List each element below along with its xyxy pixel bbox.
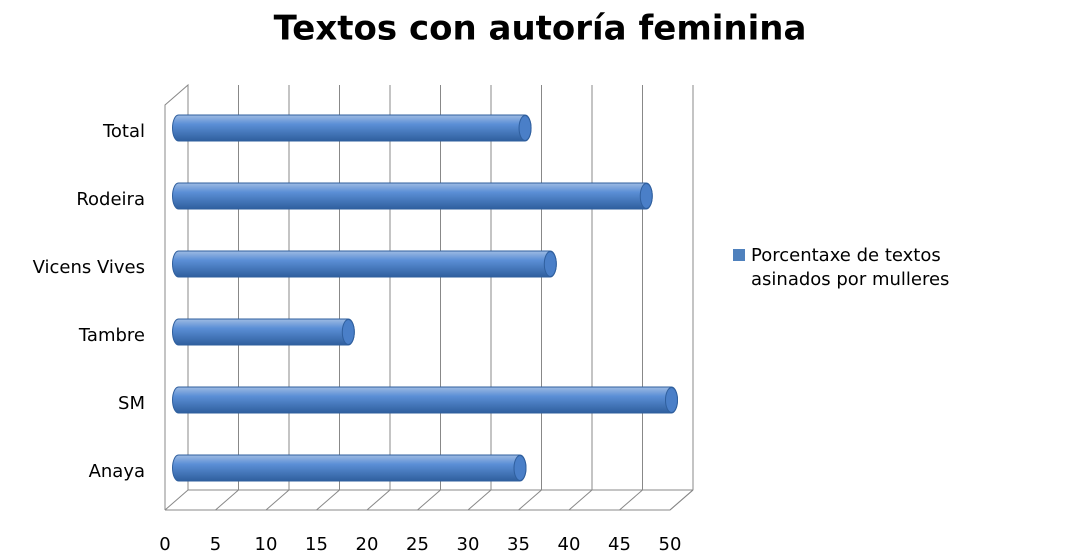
tick-mark: [316, 489, 340, 511]
x-tick-label: 20: [356, 534, 379, 554]
tick-mark: [366, 489, 391, 511]
x-tick-label: 50: [659, 534, 682, 554]
x-tick-label: 15: [305, 534, 328, 554]
x-tick-label: 25: [406, 534, 429, 554]
y-tick-label: SM: [118, 393, 145, 414]
bar-cap: [665, 387, 678, 413]
x-tick-label: 35: [507, 534, 530, 554]
y-tick-label: Total: [102, 121, 145, 142]
bar: [172, 318, 355, 346]
tick-mark: [164, 489, 189, 511]
y-tick-label: Vicens Vives: [33, 257, 145, 278]
y-tick-label: Anaya: [89, 461, 145, 482]
bar: [172, 182, 653, 210]
y-tick-label: Rodeira: [76, 189, 145, 210]
bar: [172, 114, 532, 142]
tick-mark: [215, 489, 239, 511]
tick-mark: [619, 489, 643, 511]
y-tick-label: Tambre: [78, 325, 145, 346]
tick-mark: [669, 489, 694, 511]
bar-cap: [639, 183, 653, 209]
chart-title: Textos con autoría feminina: [274, 9, 807, 49]
tick-mark: [417, 489, 441, 511]
tick-mark: [568, 489, 593, 511]
bar-cap: [543, 251, 557, 277]
x-tick-label: 30: [457, 534, 480, 554]
bar-cap: [341, 319, 355, 345]
bar: [172, 386, 678, 414]
bar-cap: [518, 115, 532, 141]
bar-cap: [513, 455, 527, 481]
legend-label: Porcentaxe de textos asinados por muller…: [751, 245, 950, 290]
left-wall: [164, 83, 189, 510]
tick-mark: [265, 489, 290, 511]
tick-mark: [518, 489, 542, 511]
bar: [172, 250, 557, 278]
x-tick-label: 45: [608, 534, 631, 554]
tick-mark: [467, 489, 492, 511]
bar: [172, 454, 527, 482]
x-tick-label: 5: [210, 534, 221, 554]
legend-swatch: [733, 249, 745, 261]
x-tick-label: 0: [159, 534, 170, 554]
x-tick-label: 10: [255, 534, 278, 554]
x-tick-label: 40: [558, 534, 581, 554]
